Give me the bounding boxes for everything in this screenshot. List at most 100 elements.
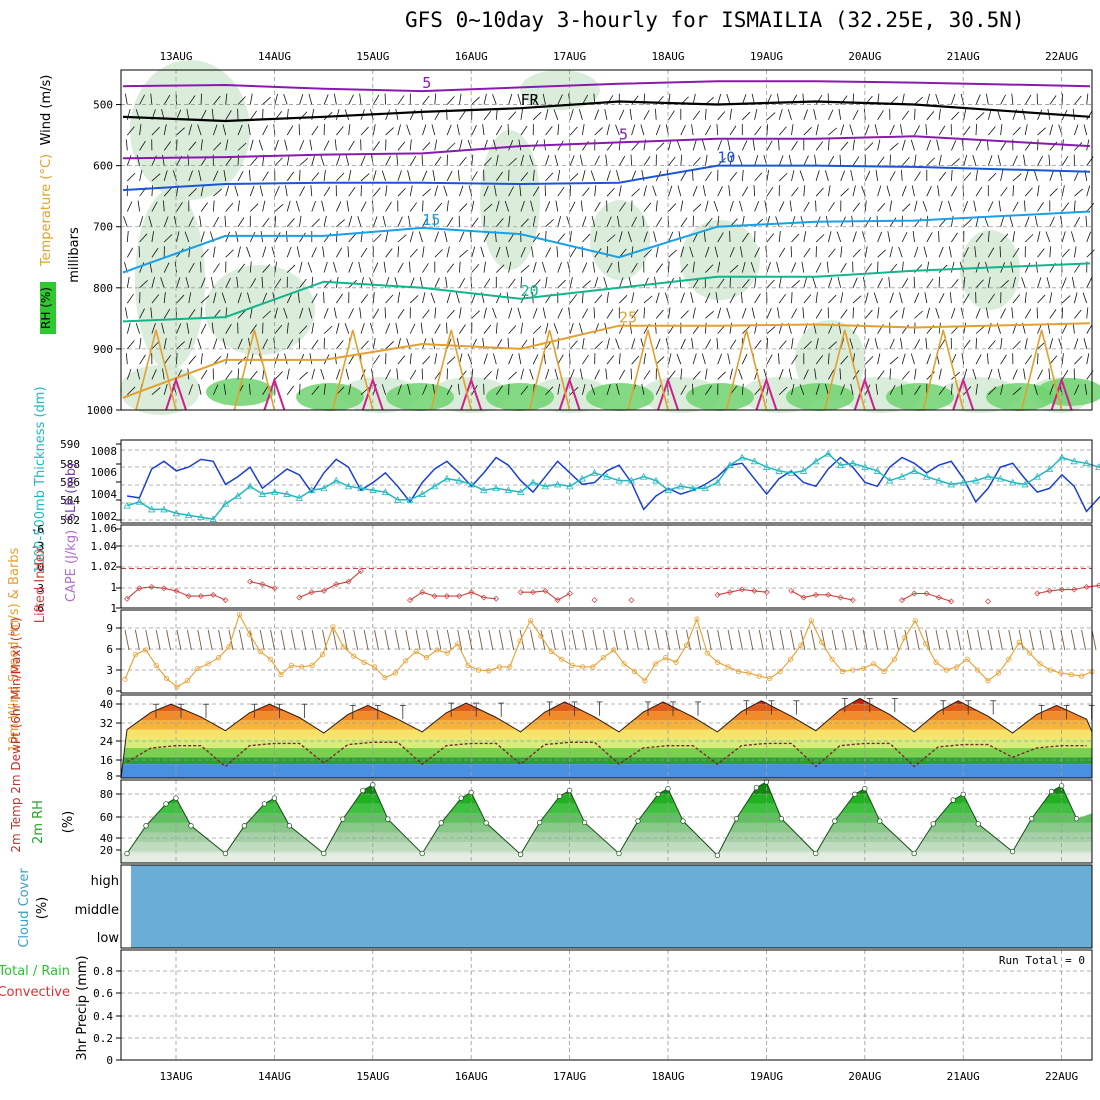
rh-shade [960, 230, 1020, 310]
wind-speed-point [694, 616, 700, 622]
wind-barb [434, 156, 442, 166]
lifted-index-point [161, 585, 167, 592]
wind-barb [643, 353, 647, 365]
wind-barb [126, 155, 132, 166]
series-point [738, 453, 746, 461]
wind-barb [766, 112, 776, 121]
wind-barb [791, 140, 798, 151]
lifted-index-point [628, 597, 635, 604]
wind-barb [864, 246, 868, 258]
wind-barb [1072, 108, 1075, 120]
wind-barb [901, 383, 903, 395]
cape-axis-label: CAPE (J/kg) [64, 530, 79, 602]
wind-barb [258, 139, 263, 151]
upper-air-frame [120, 69, 1093, 411]
wind-barb [360, 201, 367, 212]
isotherm-spike [952, 376, 975, 411]
wind-barb [655, 338, 661, 350]
wind-barb [309, 139, 313, 151]
wind-barb [545, 126, 553, 136]
wind-barb [680, 368, 683, 380]
wind-barb [197, 629, 203, 651]
wind-barb [893, 629, 899, 651]
wind-barb [594, 109, 600, 120]
wind-barb [555, 200, 559, 212]
isotherm-label: 20 [521, 282, 539, 300]
wind-barb [1049, 170, 1054, 182]
wind-barb [692, 353, 697, 365]
temp-band [121, 698, 1092, 705]
thickness-tick-label: 586 [60, 476, 80, 489]
wind-barb [493, 353, 497, 365]
wind-barb [769, 629, 775, 651]
wind-barb [840, 262, 847, 273]
wind-speed-point [663, 655, 669, 661]
rh-tick-label: 20 [100, 844, 113, 857]
wind-barb [249, 278, 257, 289]
wind-speed-point [1068, 671, 1074, 678]
wind-barb [545, 276, 548, 288]
wind-barb [385, 341, 394, 350]
wind-speed-point [600, 655, 606, 661]
x-tick-label-top: 14AUG [258, 50, 291, 63]
wind-speed-point [829, 656, 835, 662]
wind-barb [446, 142, 456, 151]
wind-barb [420, 108, 423, 120]
wind-speed-point [475, 667, 482, 673]
isotherm-label: 5 [619, 125, 628, 143]
wind-barb [395, 322, 399, 334]
wind-barb [360, 247, 368, 258]
wind-barb [569, 340, 578, 350]
wind-speed-point [933, 659, 939, 665]
wind-barb [199, 215, 202, 227]
wind-barb [766, 308, 772, 319]
wind-barb [963, 125, 971, 136]
wind-barb [323, 140, 330, 151]
wind-barb [372, 170, 377, 182]
temp-band [121, 711, 1092, 721]
wind-barb [172, 170, 177, 182]
wind-barb [236, 276, 239, 288]
wind-barb [987, 293, 995, 304]
wind-barb [520, 125, 528, 136]
wind-barb [726, 307, 731, 319]
wind-barb [925, 629, 931, 651]
lifted-index-tick-label: 6 [37, 602, 44, 615]
wind-barb [1000, 170, 1004, 181]
wind-barb [705, 171, 712, 182]
series-point [172, 509, 180, 517]
wind-speed-point [236, 611, 242, 618]
wind-barb [508, 371, 517, 380]
wind-barb [593, 307, 596, 319]
wind-barb [668, 110, 675, 121]
temp-tick-label: 16 [100, 754, 113, 767]
wind-speed-point [361, 659, 367, 665]
lifted-index-line [249, 581, 275, 589]
wind-barb [1086, 110, 1093, 121]
wind-barb [631, 188, 640, 197]
wind-barb [249, 370, 258, 380]
wind-barb [483, 353, 488, 365]
wind-barb [631, 355, 640, 365]
wind-barb [1086, 185, 1091, 197]
wind-barb [775, 216, 780, 227]
wind-barb [1061, 353, 1064, 365]
wind-barb [505, 246, 509, 258]
wind-barb [877, 249, 886, 258]
wind-barb [606, 384, 611, 395]
wind-barb [274, 324, 283, 334]
series-point [258, 490, 267, 497]
wind-barb [188, 188, 197, 197]
wind-barb [680, 310, 689, 319]
temp-band [121, 729, 1092, 739]
wind-barb [750, 261, 755, 273]
wind-barb [951, 307, 956, 319]
wind-barb [237, 292, 242, 304]
series-point [369, 486, 377, 494]
rh-high-shade [886, 383, 954, 411]
wind-barb [925, 337, 928, 349]
wind-barb [221, 292, 227, 304]
wind-barb [926, 371, 935, 380]
wind-barb [557, 186, 565, 197]
wind-barb [828, 155, 835, 166]
